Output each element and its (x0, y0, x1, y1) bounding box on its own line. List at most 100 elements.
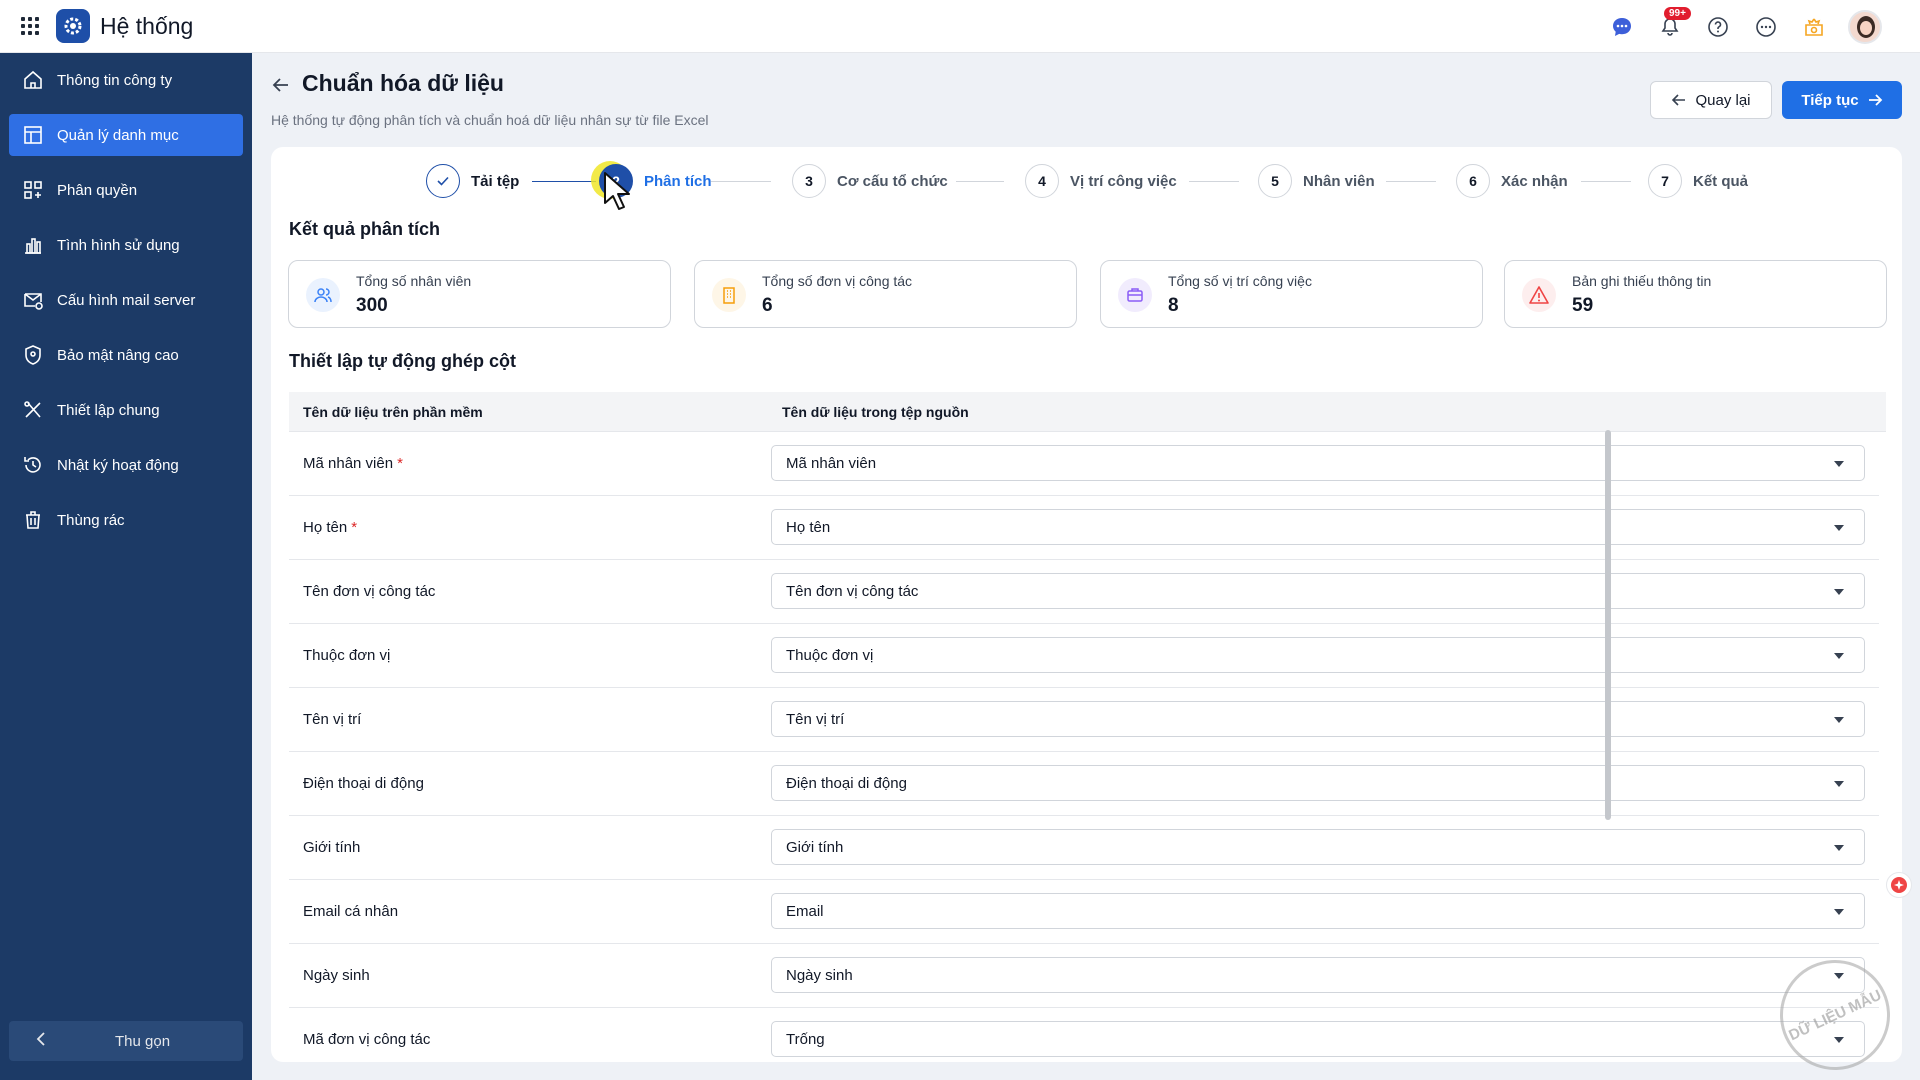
step-connector (1581, 181, 1631, 182)
users-icon (306, 278, 340, 312)
stat-label: Tổng số nhân viên (356, 273, 472, 289)
source-column-select[interactable]: Email (771, 893, 1865, 929)
sidebar-item-security[interactable]: Bảo mật nâng cao (9, 334, 243, 376)
sidebar-item-label: Cấu hình mail server (57, 291, 196, 309)
stat-total-positions: Tổng số vị trí công việc 8 (1100, 260, 1483, 328)
step-number: 3 (792, 164, 826, 198)
mapping-title: Thiết lập tự động ghép cột (289, 351, 517, 371)
caret-down-icon (1834, 589, 1844, 595)
step-number: 6 (1456, 164, 1490, 198)
chevron-left-icon (35, 1031, 59, 1051)
field-name: Họ tên * (303, 519, 358, 536)
sidebar-item-label: Tình hình sử dụng (57, 236, 180, 254)
sidebar-item-usage[interactable]: Tình hình sử dụng (9, 224, 243, 266)
step-upload[interactable]: Tải tệp (426, 163, 519, 199)
shield-icon (21, 343, 45, 367)
header-source-field: Tên dữ liệu trong tệp nguồn (782, 404, 969, 420)
stat-value: 6 (762, 295, 773, 316)
stat-label: Tổng số đơn vị công tác (762, 273, 913, 289)
back-button[interactable]: Quay lại (1650, 81, 1772, 119)
usage-chart-icon (21, 233, 45, 257)
table-row: Họ tên * Họ tên (289, 496, 1879, 560)
source-column-select[interactable]: Họ tên (771, 509, 1865, 545)
table-row: Tên đơn vị công tác Tên đơn vị công tác (289, 560, 1879, 624)
sidebar-item-mail-server[interactable]: Cấu hình mail server (9, 279, 243, 321)
caret-down-icon (1834, 909, 1844, 915)
step-connector (1386, 181, 1436, 182)
source-column-select[interactable]: Tên vị trí (771, 701, 1865, 737)
field-name: Tên đơn vị công tác (303, 583, 436, 600)
step-org-structure[interactable]: 3 Cơ cấu tổ chức (792, 163, 948, 199)
table-row: Ngày sinh Ngày sinh (289, 944, 1879, 1008)
sidebar-item-trash[interactable]: Thùng rác (9, 499, 243, 541)
app-title: Hệ thống (100, 12, 194, 39)
sidebar-item-activity-log[interactable]: Nhật ký hoạt động (9, 444, 243, 486)
sidebar-item-label: Nhật ký hoạt động (57, 456, 179, 474)
stat-total-employees: Tổng số nhân viên 300 (288, 260, 671, 328)
stat-total-units: Tổng số đơn vị công tác 6 (694, 260, 1077, 328)
tools-icon (21, 398, 45, 422)
step-connector (956, 181, 1004, 182)
step-label: Phân tích (644, 172, 712, 190)
step-number: 5 (1258, 164, 1292, 198)
help-icon[interactable] (1704, 13, 1732, 41)
bell-icon[interactable]: 99+ (1656, 6, 1691, 41)
rewards-icon[interactable] (1800, 13, 1828, 41)
page-title: Chuẩn hóa dữ liệu (302, 70, 504, 96)
field-name: Ngày sinh (303, 967, 370, 984)
sidebar-item-label: Bảo mật nâng cao (57, 346, 179, 364)
table-scrollbar[interactable] (1605, 430, 1611, 820)
step-confirm[interactable]: 6 Xác nhận (1456, 163, 1568, 199)
continue-button[interactable]: Tiếp tục (1782, 81, 1902, 119)
step-number: 4 (1025, 164, 1059, 198)
stepper: Tải tệp 2 Phân tích 3 Cơ cấu tổ chức 4 V… (271, 147, 1902, 217)
notification-badge: 99+ (1664, 6, 1691, 20)
sidebar-item-permissions[interactable]: Phân quyền (9, 169, 243, 211)
table-row: Điện thoại di động Điện thoại di động (289, 752, 1879, 816)
main-card: Tải tệp 2 Phân tích 3 Cơ cấu tổ chức 4 V… (271, 147, 1902, 1062)
caret-down-icon (1834, 717, 1844, 723)
user-avatar[interactable] (1848, 9, 1882, 44)
sidebar-item-general-settings[interactable]: Thiết lập chung (9, 389, 243, 431)
continue-button-label: Tiếp tục (1801, 91, 1859, 109)
arrow-right-icon (1868, 94, 1882, 106)
step-job-position[interactable]: 4 Vị trí công việc (1025, 163, 1177, 199)
source-column-select[interactable]: Trống (771, 1021, 1865, 1057)
source-column-select[interactable]: Tên đơn vị công tác (771, 573, 1865, 609)
sidebar-item-label: Thiết lập chung (57, 401, 160, 419)
assistant-float-icon[interactable] (1886, 872, 1912, 898)
source-column-select[interactable]: Mã nhân viên (771, 445, 1865, 481)
app-launcher-icon[interactable] (21, 17, 39, 35)
sidebar-item-catalog[interactable]: Quản lý danh mục (9, 114, 243, 156)
table-row: Tên vị trí Tên vị trí (289, 688, 1879, 752)
field-name: Giới tính (303, 839, 361, 856)
more-icon[interactable] (1752, 13, 1780, 41)
caret-down-icon (1834, 781, 1844, 787)
table-row: Mã nhân viên * Mã nhân viên (289, 432, 1879, 496)
collapse-sidebar-button[interactable]: Thu gọn (9, 1021, 243, 1061)
source-column-select[interactable]: Ngày sinh (771, 957, 1865, 993)
back-arrow-icon[interactable] (270, 74, 294, 98)
settings-logo-icon (56, 9, 90, 43)
permission-icon (21, 178, 45, 202)
column-mapping-table: Tên dữ liệu trên phần mềm Tên dữ liệu tr… (289, 392, 1886, 1062)
back-button-label: Quay lại (1695, 91, 1751, 109)
step-label: Vị trí công việc (1070, 172, 1177, 190)
table-row: Thuộc đơn vị Thuộc đơn vị (289, 624, 1879, 688)
step-label: Nhân viên (1303, 172, 1375, 190)
sidebar-item-company-info[interactable]: Thông tin công ty (9, 59, 243, 101)
check-icon (426, 164, 460, 198)
source-column-select[interactable]: Thuộc đơn vị (771, 637, 1865, 673)
source-column-select[interactable]: Giới tính (771, 829, 1865, 865)
step-connector (532, 181, 596, 182)
stat-value: 59 (1572, 295, 1594, 316)
sidebar: Thông tin công ty Quản lý danh mục Phân … (0, 53, 252, 1080)
chat-icon[interactable] (1608, 13, 1636, 41)
results-title: Kết quả phân tích (289, 219, 441, 239)
step-employee[interactable]: 5 Nhân viên (1258, 163, 1375, 199)
caret-down-icon (1834, 461, 1844, 467)
table-row: Mã đơn vị công tác Trống (289, 1008, 1879, 1062)
source-column-select[interactable]: Điện thoại di động (771, 765, 1865, 801)
step-result[interactable]: 7 Kết quả (1648, 163, 1748, 199)
sidebar-item-label: Thùng rác (57, 511, 125, 529)
